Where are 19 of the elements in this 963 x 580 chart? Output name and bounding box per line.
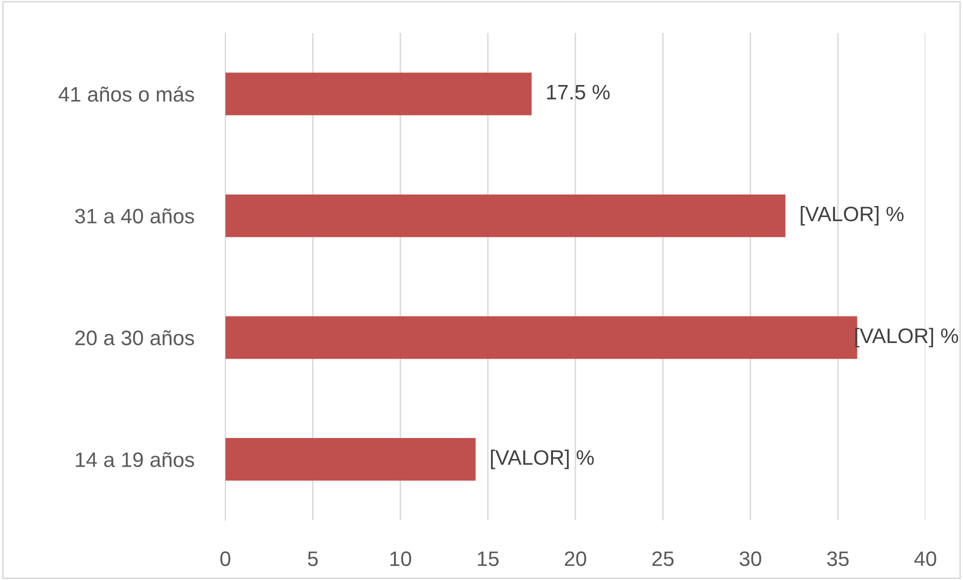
- x-tick-label: 10: [390, 551, 412, 566]
- x-tick-label: 20: [564, 551, 586, 566]
- data-label: 17.5 %: [547, 84, 610, 100]
- bar: [225, 72, 532, 116]
- y-tick-label: 31 a 40 años: [75, 208, 194, 224]
- x-tick-label: 40: [914, 551, 936, 566]
- x-tick-label: 35: [827, 551, 849, 566]
- data-label: [VALOR] %: [800, 206, 904, 226]
- x-tick-label: 0: [220, 551, 230, 566]
- x-tick-label: 25: [652, 551, 674, 566]
- bar: [225, 194, 786, 238]
- x-tick-label: 15: [478, 552, 499, 566]
- data-label: [VALOR] %: [491, 450, 594, 470]
- y-tick-label: 14 a 19 años: [76, 452, 194, 468]
- y-tick-label: 41 años o más: [58, 86, 194, 102]
- y-tick-label: 20 a 30 años: [75, 330, 194, 346]
- x-tick-label: 30: [740, 551, 762, 566]
- bar: [225, 438, 476, 481]
- x-tick-label: 5: [308, 552, 318, 566]
